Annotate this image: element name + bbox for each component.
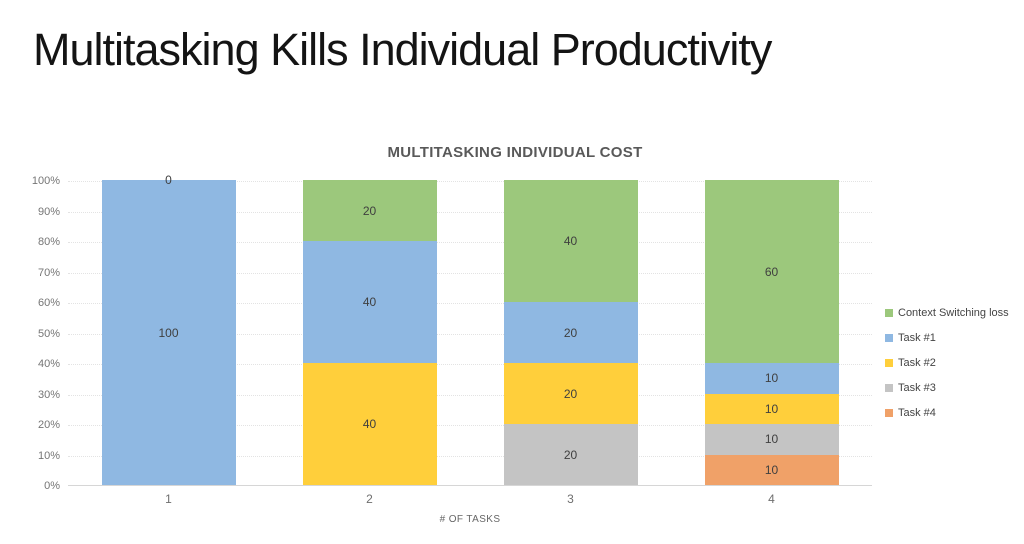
gridline [68,333,872,335]
bar-segment: 20 [503,363,638,424]
y-axis-tick-label: 0% [44,480,60,492]
gridline [68,303,872,304]
legend-item-label: Task #1 [898,331,936,344]
y-axis-tick-label: 90% [37,205,60,218]
slide-title: Multitasking Kills Individual Productivi… [33,24,772,75]
gridline [68,425,872,426]
bar-value-label: 60 [764,264,779,279]
bar-segment: 20 [503,424,638,485]
bar-value-label: 40 [563,234,578,248]
bar-value-label: 40 [362,295,377,309]
legend: Context Switching loss Task #1 Task #2 Task… [885,300,1009,425]
y-axis-tick-label: 70% [37,266,60,279]
bar-segment: 60 [704,180,839,363]
x-axis-tick-label: 1 [165,492,172,506]
legend-swatch-icon [885,358,893,367]
bar-segment: 10 [704,393,839,424]
x-axis-title: # OF TASKS [439,514,501,525]
legend-item-label: Task #2 [898,356,936,369]
gridline [68,455,872,457]
bar-value-label: 100 [158,325,179,340]
bar-value-label: 40 [362,417,377,431]
bar-segment: 10 [704,363,839,394]
x-axis-tick-label: 4 [768,492,775,506]
bar-value-label: 10 [764,401,779,416]
bar-value-label: 20 [563,447,578,462]
gridline [68,181,872,182]
bar-value-label: 20 [563,325,578,340]
bar-value-label: 20 [362,203,377,218]
legend-swatch-icon [885,383,893,392]
legend-swatch-icon [885,308,893,317]
legend-item-label: Task #4 [898,406,936,419]
plot-area: 100 0 40 40 20 20 20 20 40 10 10 10 10 60 [68,173,872,486]
gridline [68,394,872,396]
y-axis-tick-label: 10% [37,449,60,462]
y-axis-tick-label: 30% [37,388,60,401]
legend-item: Task #2 [885,350,1005,375]
chart-title: MULTITASKING INDIVIDUAL COST [387,144,643,161]
gridline [68,242,872,243]
bar-value-label: 10 [764,462,779,477]
legend-item: Context Switching loss [885,300,1009,325]
y-axis-tick-label: 50% [37,327,60,340]
legend-item: Task #4 [885,400,1005,425]
bar-segment: 40 [302,241,437,363]
x-axis-tick-label: 3 [567,492,574,506]
y-axis-tick-label: 40% [37,358,60,370]
legend-item: Task #3 [885,375,1005,400]
y-axis-tick-label: 100% [31,175,60,187]
chart: MULTITASKING INDIVIDUAL COST 0% 10% 20% 30%… [30,140,1009,540]
bar-segment: 10 [704,454,839,485]
gridline [68,364,872,365]
bar-value-label: 0 [165,173,172,187]
legend-swatch-icon [885,408,893,417]
bar-segment: 100 [101,180,236,485]
legend-item-label: Task #3 [898,381,936,394]
x-axis: 1 2 3 4 [68,492,872,508]
bar-segment: 40 [503,180,638,302]
y-axis: 0% 10% 20% 30% 40% 50% 60% 70% 80% 90% 100% [30,175,60,492]
bar-value-label: 10 [764,371,779,386]
bar-segment: 20 [503,302,638,363]
y-axis-tick-label: 20% [37,419,60,431]
bar-value-label: 20 [563,386,578,401]
bar-segment: 10 [704,424,839,455]
bar-value-label: 10 [764,432,779,447]
bar-segment: 40 [302,363,437,485]
legend-item-label: Context Switching loss [898,306,1009,319]
legend-swatch-icon [885,333,893,342]
y-axis-tick-label: 80% [37,236,60,248]
legend-item: Task #1 [885,325,1005,350]
bar-segment: 20 [302,180,437,241]
gridline [68,272,872,274]
y-axis-tick-label: 60% [37,297,60,309]
gridline [68,211,872,213]
x-axis-tick-label: 2 [366,492,373,506]
